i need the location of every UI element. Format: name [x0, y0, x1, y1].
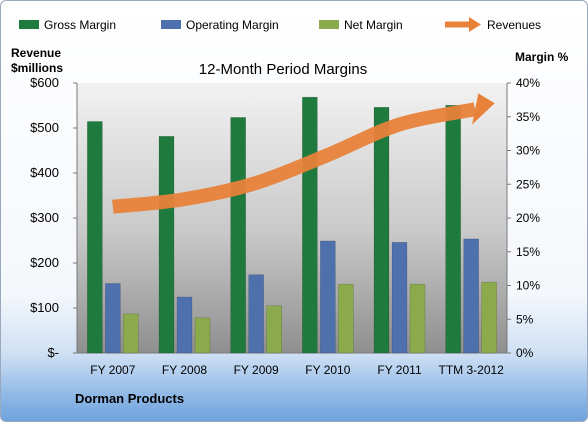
chart-title: 12-Month Period Margins [199, 61, 367, 78]
right-tick-label: 35% [516, 110, 540, 124]
category-label: TTM 3-2012 [438, 363, 504, 377]
right-tick-label: 0% [516, 346, 534, 360]
bar-gross-margin-5 [373, 107, 390, 354]
category-label: FY 2008 [162, 363, 207, 377]
legend-swatch [319, 20, 339, 29]
bar-operating-margin-6 [463, 238, 479, 354]
plot-area [77, 83, 507, 353]
footer-company: Dorman Products [75, 391, 184, 406]
bar-net-margin-4 [338, 283, 354, 354]
revenue-arrowhead [472, 93, 495, 125]
bar-gross-margin-6 [445, 105, 461, 354]
left-tick-label: $200 [30, 255, 59, 270]
category-label: FY 2007 [90, 363, 135, 377]
legend: Gross Margin Operating Margin Net Margin Re… [19, 17, 541, 32]
right-tick-label: 5% [516, 312, 534, 326]
right-tick-label: 20% [516, 211, 540, 225]
category-label: FY 2009 [234, 363, 279, 377]
bar-net-margin-6 [481, 281, 497, 354]
right-tick-label: 40% [516, 76, 540, 90]
bar-gross-margin-2 [158, 136, 175, 354]
bar-net-margin-2 [194, 317, 211, 354]
right-tick-label: 10% [516, 279, 540, 293]
bar-operating-margin-1 [105, 283, 121, 354]
bar-net-margin-1 [123, 313, 139, 354]
left-axis-label-line2: $millions [11, 61, 63, 75]
left-tick-label: $400 [30, 165, 59, 180]
left-tick-label: $500 [30, 120, 59, 135]
bar-operating-margin-3 [248, 274, 264, 354]
bar-operating-margin-5 [391, 242, 408, 354]
legend-swatch [161, 20, 181, 29]
bar-net-margin-5 [409, 283, 426, 354]
right-tick-label: 25% [516, 177, 540, 191]
left-axis-label-line1: Revenue [11, 46, 61, 60]
legend-label: Gross Margin [44, 18, 116, 32]
legend-label: Operating Margin [186, 18, 279, 32]
legend-label: Revenues [487, 18, 541, 32]
right-axis-label: Margin % [515, 50, 569, 64]
legend-arrow-head [469, 17, 481, 32]
bar-operating-margin-2 [176, 296, 193, 354]
right-tick-label: 30% [516, 144, 540, 158]
left-tick-label: $600 [30, 75, 59, 90]
legend-label: Net Margin [344, 18, 403, 32]
category-label: FY 2011 [377, 363, 422, 377]
bar-net-margin-3 [266, 305, 282, 354]
bar-operating-margin-4 [320, 240, 336, 354]
right-tick-labels: 0% 5% 10% 15% 20% 25% 30% 35% 40% [507, 76, 540, 360]
left-tick-labels: $- $100 $200 $300 $400 $500 $600 [30, 75, 77, 360]
bar-gross-margin-3 [230, 117, 246, 354]
right-tick-label: 15% [516, 245, 540, 259]
revenue-line [112, 102, 479, 214]
category-labels: FY 2007 FY 2008 FY 2009 FY 2010 FY 2011 TTM 3… [90, 363, 504, 377]
bar-gross-margin-4 [302, 96, 318, 354]
revenue-line-group [112, 93, 495, 214]
left-tick-label: $100 [30, 300, 59, 315]
bar-gross-margin-1 [87, 121, 103, 354]
left-tick-label: $- [47, 345, 59, 360]
category-label: FY 2010 [305, 363, 350, 377]
legend-swatch [19, 20, 39, 29]
left-tick-label: $300 [30, 210, 59, 225]
